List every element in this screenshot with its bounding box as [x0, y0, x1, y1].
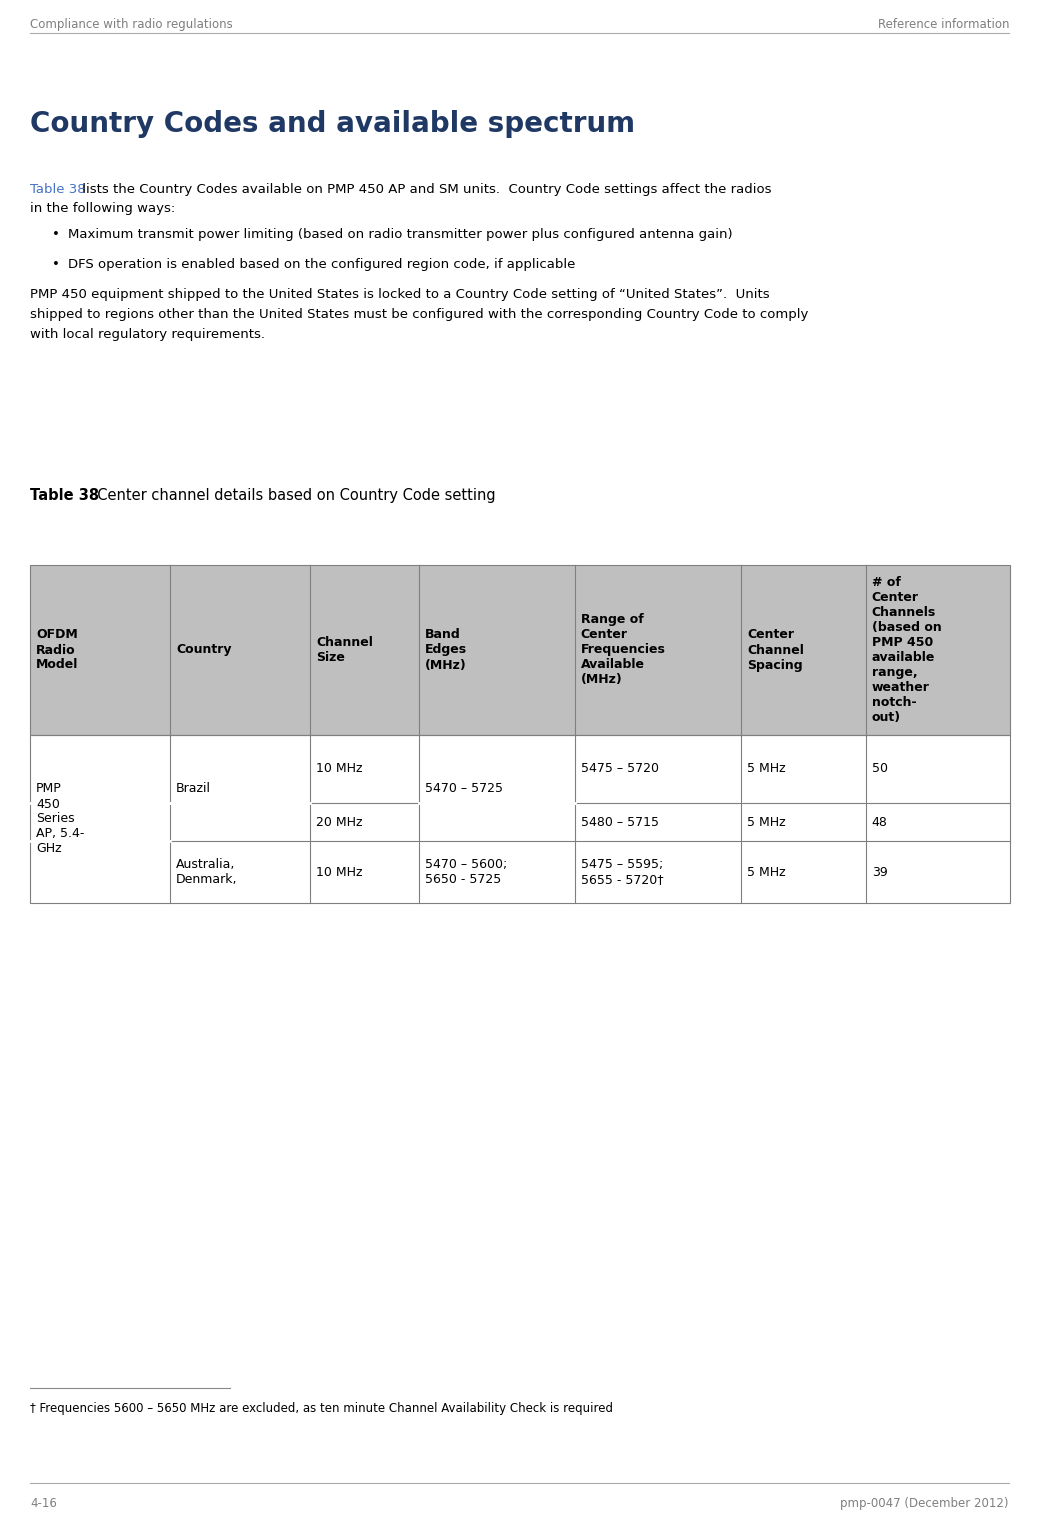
Text: •: •	[52, 228, 60, 241]
Text: 5 MHz: 5 MHz	[747, 816, 785, 829]
Text: 5475 – 5720: 5475 – 5720	[581, 763, 659, 776]
Text: 5470 – 5725: 5470 – 5725	[425, 782, 503, 794]
Bar	[30, 803, 1010, 841]
Text: 10 MHz: 10 MHz	[316, 763, 363, 776]
Text: lists the Country Codes available on PMP 450 AP and SM units.  Country Code sett: lists the Country Codes available on PMP…	[78, 183, 772, 197]
Bar	[30, 735, 1010, 803]
Text: 5 MHz: 5 MHz	[747, 763, 785, 776]
Text: 10 MHz: 10 MHz	[316, 865, 363, 879]
Bar	[30, 564, 1010, 735]
Text: Reference information: Reference information	[878, 18, 1009, 30]
Text: with local regulatory requirements.: with local regulatory requirements.	[30, 328, 265, 340]
Text: Center
Channel
Spacing: Center Channel Spacing	[747, 628, 804, 672]
Text: shipped to regions other than the United States must be configured with the corr: shipped to regions other than the United…	[30, 309, 808, 321]
Text: Range of
Center
Frequencies
Available
(MHz): Range of Center Frequencies Available (M…	[581, 613, 666, 687]
Text: 39: 39	[872, 865, 887, 879]
Text: PMP
450
Series
AP, 5.4-
GHz: PMP 450 Series AP, 5.4- GHz	[36, 782, 84, 855]
Text: in the following ways:: in the following ways:	[30, 203, 176, 215]
Text: pmp-0047 (December 2012): pmp-0047 (December 2012)	[841, 1496, 1009, 1510]
Text: † Frequencies 5600 – 5650 MHz are excluded, as ten minute Channel Availability C: † Frequencies 5600 – 5650 MHz are exclud…	[30, 1403, 613, 1415]
Text: 48: 48	[872, 816, 887, 829]
Text: Table 38: Table 38	[30, 489, 99, 502]
Text: Band
Edges
(MHz): Band Edges (MHz)	[425, 628, 467, 672]
Text: Country: Country	[177, 643, 232, 657]
Text: DFS operation is enabled based on the configured region code, if applicable: DFS operation is enabled based on the co…	[68, 259, 576, 271]
Text: Compliance with radio regulations: Compliance with radio regulations	[30, 18, 233, 30]
Text: Channel
Size: Channel Size	[316, 635, 373, 664]
Text: Center channel details based on Country Code setting: Center channel details based on Country …	[88, 489, 496, 502]
Bar	[30, 564, 1010, 735]
Text: 5470 – 5600;
5650 - 5725: 5470 – 5600; 5650 - 5725	[425, 858, 507, 887]
Text: OFDM
Radio
Model: OFDM Radio Model	[36, 628, 78, 672]
Text: •: •	[52, 259, 60, 271]
Text: 5480 – 5715: 5480 – 5715	[581, 816, 659, 829]
Text: Maximum transmit power limiting (based on radio transmitter power plus configure: Maximum transmit power limiting (based o…	[68, 228, 732, 241]
Text: 5 MHz: 5 MHz	[747, 865, 785, 879]
Text: Table 38: Table 38	[30, 183, 85, 197]
Text: Australia,
Denmark,: Australia, Denmark,	[177, 858, 238, 887]
Text: PMP 450 equipment shipped to the United States is locked to a Country Code setti: PMP 450 equipment shipped to the United …	[30, 287, 770, 301]
Text: Country Codes and available spectrum: Country Codes and available spectrum	[30, 110, 635, 138]
Bar	[30, 735, 1010, 903]
Bar	[30, 841, 1010, 903]
Text: 4-16: 4-16	[30, 1496, 57, 1510]
Text: # of
Center
Channels
(based on
PMP 450
available
range,
weather
notch-
out): # of Center Channels (based on PMP 450 a…	[872, 576, 941, 725]
Text: 20 MHz: 20 MHz	[316, 816, 363, 829]
Text: Brazil: Brazil	[177, 782, 211, 794]
Text: 50: 50	[872, 763, 887, 776]
Text: 5475 – 5595;
5655 - 5720†: 5475 – 5595; 5655 - 5720†	[581, 858, 664, 887]
